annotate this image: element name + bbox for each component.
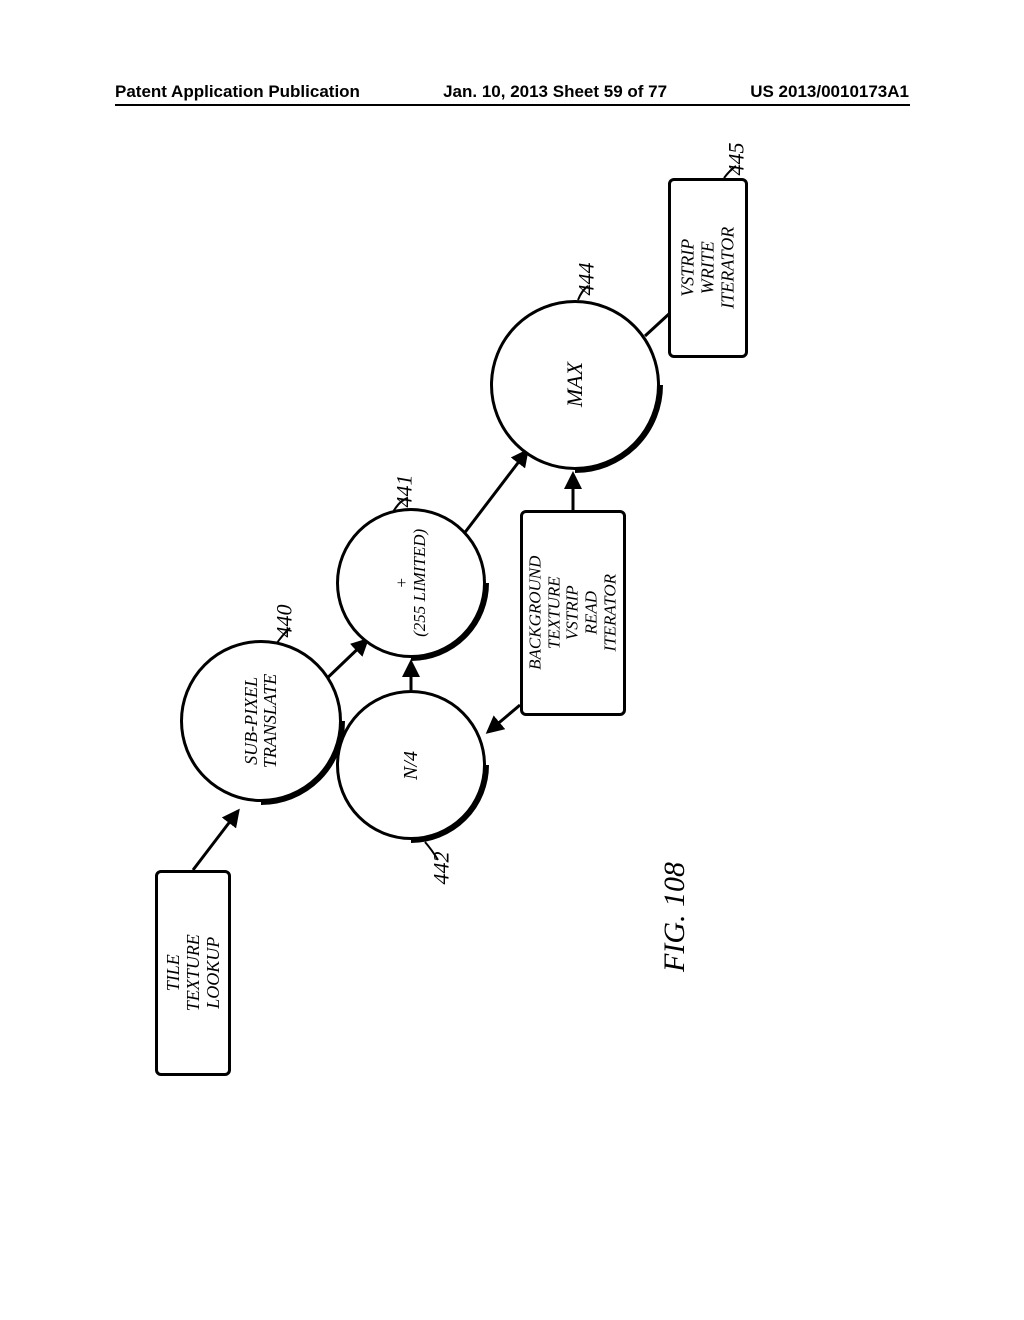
node-tile-texture-lookup: TILE TEXTURELOOKUP xyxy=(155,870,231,1076)
node-add-255-limited: +(255 LIMITED) xyxy=(336,508,486,658)
label-n-over-4: N/4 xyxy=(401,751,422,780)
ref-444: 444 xyxy=(574,263,600,296)
label-add-255-limited: +(255 LIMITED) xyxy=(393,511,429,655)
node-background-read-iterator: BACKGROUNDTEXTUREVSTRIPREADITERATOR xyxy=(520,510,626,716)
diagram-arrows xyxy=(0,0,1024,1320)
node-subpixel-translate: SUB-PIXELTRANSLATE xyxy=(180,640,342,802)
ref-441: 441 xyxy=(392,475,418,508)
label-background-read-iterator: BACKGROUNDTEXTUREVSTRIPREADITERATOR xyxy=(526,556,619,670)
ref-440: 440 xyxy=(272,605,298,638)
label-tile-texture-lookup: TILE TEXTURELOOKUP xyxy=(163,934,222,1011)
node-vstrip-write-iterator: VSTRIPWRITEITERATOR xyxy=(668,178,748,358)
label-max: MAX xyxy=(563,362,586,407)
ref-445: 445 xyxy=(724,143,750,176)
ref-442: 442 xyxy=(429,852,455,885)
flow-diagram: TILE TEXTURELOOKUP SUB-PIXELTRANSLATE +(… xyxy=(0,0,1024,1320)
label-subpixel-translate: SUB-PIXELTRANSLATE xyxy=(242,643,280,799)
node-n-over-4: N/4 xyxy=(336,690,486,840)
figure-label: FIG. 108 xyxy=(658,862,692,972)
node-max: MAX xyxy=(490,300,660,470)
label-vstrip-write-iterator: VSTRIPWRITEITERATOR xyxy=(678,227,737,309)
